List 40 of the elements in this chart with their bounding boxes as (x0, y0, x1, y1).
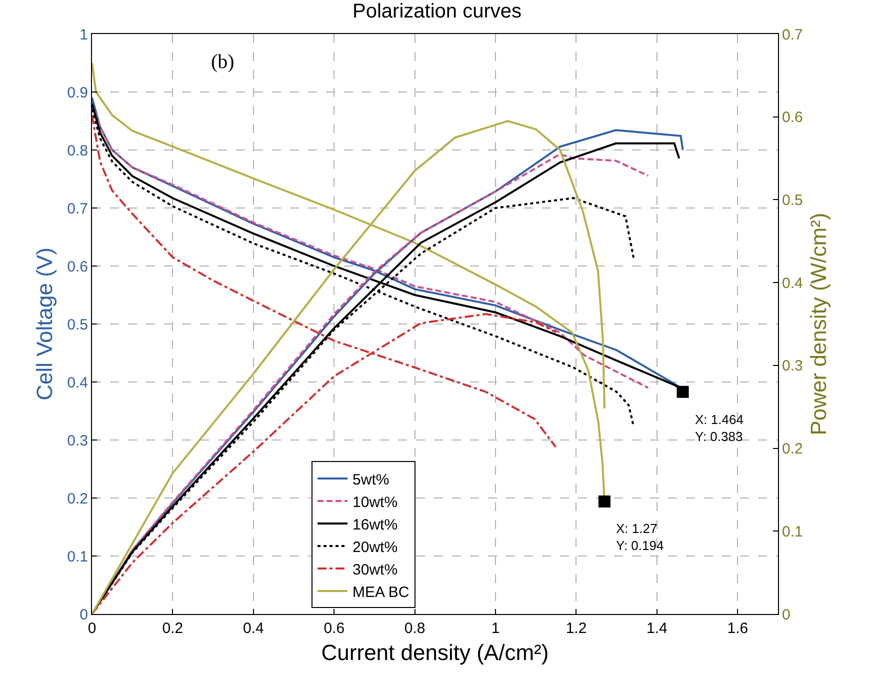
y-tick-label: 0 (80, 606, 88, 624)
annotation: X: 1.27 Y: 0.194 (616, 521, 664, 553)
chart-title: Polarization curves (352, 0, 522, 22)
y2-tick-label: 0.7 (782, 26, 803, 44)
y-tick-label: 0.1 (67, 548, 88, 566)
y2-tick-label: 0.6 (782, 109, 803, 126)
y2-tick-label: 0 (782, 606, 790, 624)
y-tick-label: 0.5 (67, 316, 88, 334)
x-axis-title: Current density (A/cm²) (321, 640, 549, 665)
x-tick-label: 0.8 (404, 620, 426, 637)
y-tick-label: 0.8 (67, 142, 88, 160)
x-tick-label: 0.2 (162, 620, 184, 637)
legend-label: 16wt% (352, 516, 398, 534)
y2-tick-label: 0.2 (782, 440, 803, 458)
y-axis-title: Cell Voltage (V) (32, 248, 57, 400)
y-tick-label: 0.7 (67, 200, 88, 218)
y-tick-label: 0.2 (67, 490, 88, 508)
annotation: (b) (211, 51, 234, 73)
annotation: X: 1.464 Y: 0.383 (695, 412, 744, 444)
y2-axis-title: Power density (W/cm²) (806, 212, 831, 436)
y2-tick-label: 0.1 (782, 523, 803, 540)
x-tick-label: 0.6 (324, 620, 345, 637)
legend-label: MEA BC (352, 584, 410, 601)
y-tick-label: 1 (80, 26, 88, 44)
x-tick-label: 1.2 (566, 620, 587, 637)
x-tick-label: 1.6 (727, 620, 748, 637)
legend-label: 5wt% (352, 471, 390, 488)
legend-label: 30wt% (352, 561, 398, 578)
legend-label: 20wt% (352, 538, 398, 556)
x-tick-label: 1.4 (646, 620, 668, 637)
y2-tick-label: 0.5 (782, 192, 803, 209)
y-tick-label: 0.4 (67, 374, 88, 392)
y-tick-label: 0.3 (67, 432, 88, 450)
y-tick-label: 0.9 (67, 84, 88, 102)
x-tick-label: 1 (491, 620, 500, 637)
legend-label: 10wt% (352, 494, 398, 511)
x-tick-label: 0.4 (242, 620, 264, 637)
y2-tick-label: 0.3 (782, 358, 803, 375)
y2-tick-label: 0.4 (782, 274, 803, 292)
y-tick-label: 0.6 (67, 258, 88, 276)
